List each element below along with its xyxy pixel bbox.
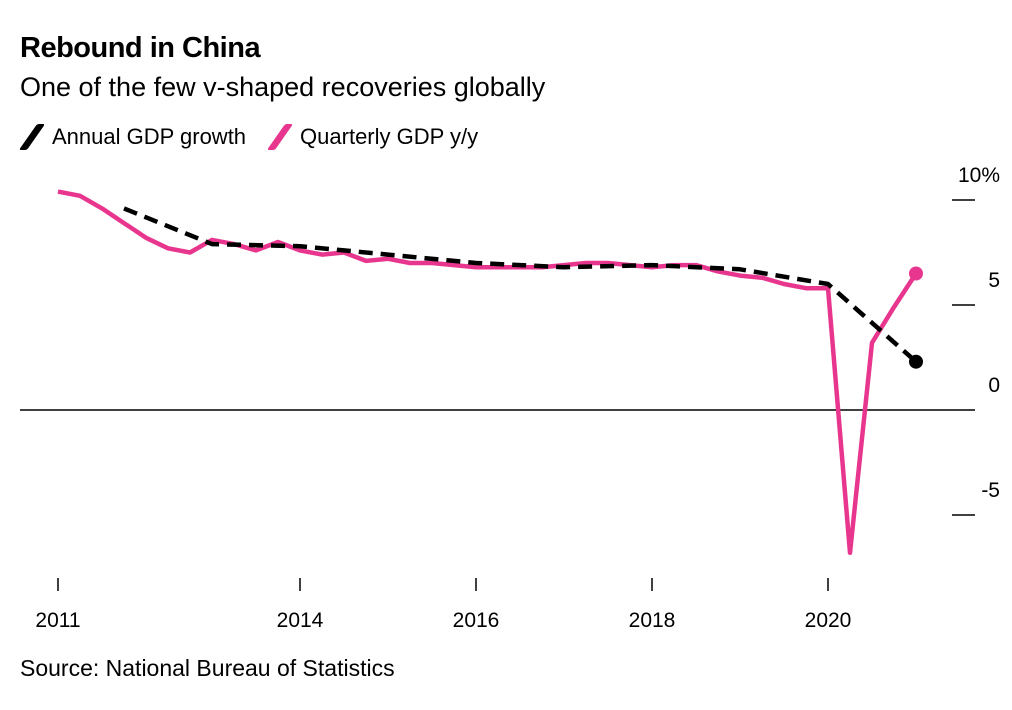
legend-item-annual: Annual GDP growth [18,124,247,150]
x-tick-label: 2016 [453,609,500,632]
y-tick-label: 10% [958,164,1000,187]
x-tick-label: 2018 [629,609,676,632]
annual-end-marker [909,354,923,369]
y-tick-label: 0 [988,374,1000,397]
legend: Annual GDP growth Quarterly GDP y/y [18,124,500,150]
annual-gdp-line [123,206,918,364]
source-note: Source: National Bureau of Statistics [20,655,395,681]
legend-label-quarterly: Quarterly GDP y/y [300,124,479,149]
legend-label-annual: Annual GDP growth [52,124,247,149]
chart-title: Rebound in China [20,32,261,64]
x-tick-label: 2014 [277,609,324,632]
y-tick-label: -5 [981,479,1000,502]
y-tick-label: 5 [988,269,1000,292]
x-tick-label: 2011 [35,609,80,632]
quarterly-end-marker [909,266,923,281]
chart-subtitle: One of the few v-shaped recoveries globa… [20,72,546,102]
x-tick-label: 2020 [805,609,852,632]
legend-item-quarterly: Quarterly GDP y/y [266,124,479,150]
quarterly-gdp-line [57,189,918,556]
